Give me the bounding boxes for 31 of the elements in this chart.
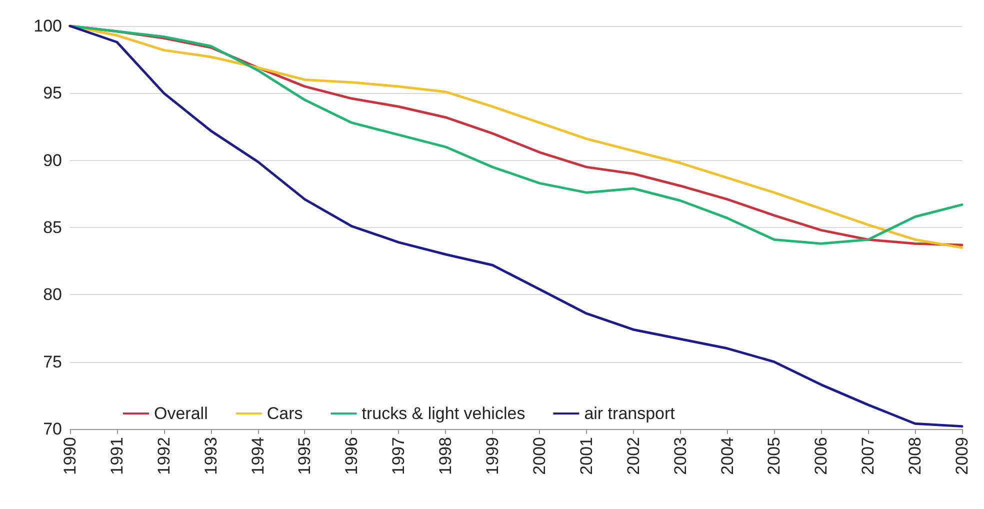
x-tick-label: 2007: [858, 437, 878, 475]
x-tick-label: 1994: [248, 437, 268, 475]
x-tick-label: 1997: [389, 437, 408, 475]
x-tick-label: 2005: [764, 437, 784, 475]
y-tick-label: 90: [43, 150, 62, 170]
y-tick-label: 80: [43, 285, 62, 304]
x-tick-label: 1998: [436, 437, 456, 475]
legend-label: Overall: [154, 404, 208, 423]
x-tick-label: 2008: [906, 437, 925, 475]
y-tick-label: 85: [43, 218, 62, 237]
x-tick-label: 1993: [201, 437, 220, 475]
y-tick-label: 75: [43, 352, 62, 372]
y-tick-label: 100: [34, 16, 62, 36]
legend-label: trucks & light vehicles: [362, 404, 526, 423]
legend-label: air transport: [584, 404, 676, 423]
y-tick-label: 70: [43, 420, 62, 438]
x-tick-label: 2004: [718, 437, 737, 475]
x-tick-label: 2001: [576, 437, 596, 475]
x-tick-label: 2009: [952, 437, 972, 475]
x-tick-label: 1996: [342, 437, 362, 475]
x-tick-label: 2003: [670, 437, 690, 475]
x-tick-label: 1990: [60, 437, 80, 475]
legend-label: Cars: [266, 404, 303, 423]
x-tick-label: 1999: [483, 437, 502, 475]
x-tick-label: 1991: [107, 437, 126, 475]
x-tick-label: 1992: [154, 437, 174, 475]
y-tick-label: 95: [43, 84, 62, 103]
x-tick-label: 2000: [530, 437, 549, 475]
x-tick-label: 1995: [295, 437, 314, 475]
x-tick-label: 2006: [812, 437, 831, 475]
x-tick-label: 2002: [624, 437, 643, 475]
